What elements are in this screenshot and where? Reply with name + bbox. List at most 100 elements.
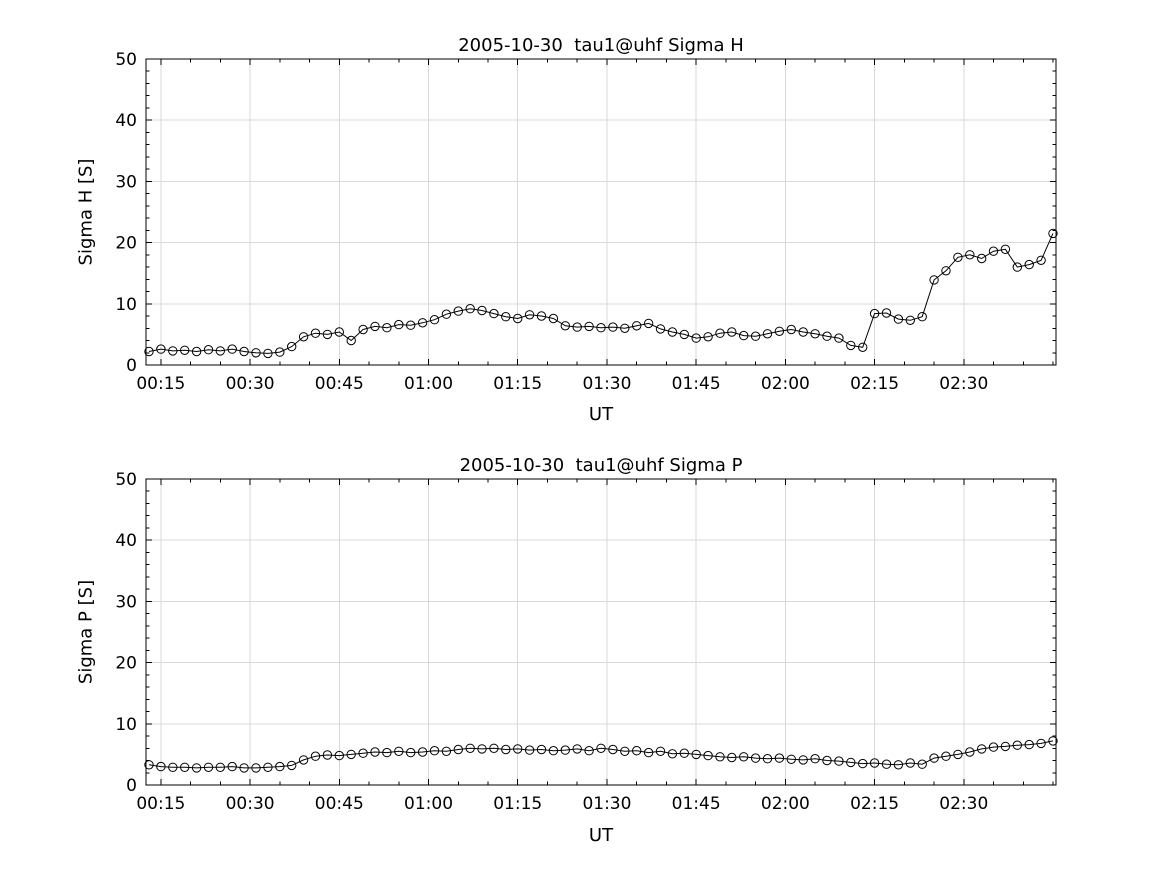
data-point-marker	[774, 326, 785, 336]
x-tick-label: 01:15	[493, 794, 542, 814]
y-axis-label-sigma-p: Sigma P [S]	[75, 579, 97, 685]
data-point-marker	[370, 747, 380, 757]
data-point-marker	[988, 246, 999, 256]
data-point-marker	[239, 763, 249, 773]
x-tick-label: 01:00	[404, 794, 453, 814]
data-point-marker	[715, 328, 725, 338]
data-point-marker	[893, 314, 904, 324]
data-point-marker	[810, 754, 820, 764]
data-point-marker	[679, 329, 689, 340]
data-point-marker	[394, 746, 404, 756]
y-tick-label: 50	[115, 470, 137, 490]
data-point-marker	[834, 756, 844, 766]
data-point-marker	[1048, 736, 1058, 746]
data-point-marker	[203, 762, 214, 772]
data-point-marker	[334, 750, 344, 761]
data-point-marker	[394, 319, 404, 330]
data-point-marker	[917, 759, 927, 769]
data-point-marker	[953, 252, 963, 262]
data-point-marker	[965, 747, 975, 757]
data-point-marker	[417, 747, 428, 757]
data-point-marker	[1036, 738, 1046, 749]
data-point-marker	[501, 744, 511, 755]
data-point-marker	[691, 749, 701, 760]
data-point-marker	[168, 346, 178, 356]
y-tick-label: 30	[115, 592, 137, 612]
y-tick-label: 10	[115, 715, 137, 735]
data-point-marker	[1036, 255, 1046, 265]
data-point-marker	[298, 755, 309, 765]
data-point-marker	[560, 745, 570, 755]
data-point-marker	[858, 758, 868, 769]
data-point-marker	[263, 348, 273, 359]
y-tick-label: 10	[115, 295, 137, 315]
data-point-marker	[846, 757, 856, 768]
data-point-marker	[881, 759, 892, 769]
data-point-marker	[572, 322, 582, 332]
data-point-marker	[358, 324, 368, 335]
data-point-marker	[465, 743, 475, 753]
x-tick-label: 01:00	[404, 374, 453, 394]
y-tick-label: 50	[115, 50, 137, 70]
y-tick-label: 0	[126, 776, 137, 796]
data-point-marker	[180, 762, 190, 772]
data-point-marker	[881, 308, 892, 318]
data-point-marker	[822, 755, 832, 766]
y-tick-label: 40	[115, 531, 137, 551]
y-tick-label: 20	[115, 234, 137, 254]
data-point-marker	[536, 744, 547, 755]
data-point-marker	[453, 744, 463, 755]
data-point-marker	[1048, 228, 1058, 239]
data-point-marker	[655, 324, 666, 334]
data-point-marker	[441, 309, 452, 319]
axes-box	[145, 58, 1057, 366]
data-point-marker	[929, 753, 939, 763]
data-point-marker	[941, 266, 951, 276]
data-point-marker	[739, 752, 749, 762]
data-point-marker	[1000, 741, 1011, 752]
data-point-marker	[203, 345, 214, 355]
data-point-marker	[275, 761, 285, 772]
data-point-marker	[798, 327, 808, 337]
data-point-marker	[156, 761, 166, 772]
y-tick-label: 40	[115, 111, 137, 131]
data-point-marker	[834, 333, 844, 343]
data-point-marker	[786, 754, 796, 764]
data-point-marker	[334, 327, 344, 337]
data-point-marker	[893, 760, 904, 770]
data-point-marker	[703, 332, 713, 342]
data-point-marker	[643, 747, 654, 758]
data-point-marker	[977, 744, 987, 754]
data-point-marker	[239, 346, 249, 357]
data-point-marker	[251, 348, 261, 358]
data-point-marker	[227, 344, 237, 354]
data-point-marker	[869, 308, 880, 319]
x-tick-label: 02:30	[939, 374, 988, 394]
data-point-marker	[691, 333, 701, 343]
data-point-marker	[798, 755, 808, 765]
data-point-marker	[750, 331, 761, 341]
x-tick-label: 01:30	[582, 374, 631, 394]
data-point-marker	[977, 253, 987, 264]
data-line	[148, 233, 1054, 354]
x-axis-label-ut-bottom: UT	[588, 825, 614, 846]
data-point-marker	[786, 324, 796, 335]
data-point-marker	[346, 335, 356, 346]
data-point-marker	[465, 304, 475, 314]
data-point-marker	[1024, 259, 1034, 270]
data-point-marker	[632, 321, 642, 331]
data-point-marker	[810, 329, 820, 339]
data-point-marker	[988, 742, 999, 752]
data-point-marker	[739, 330, 749, 341]
data-point-marker	[477, 744, 487, 754]
x-tick-label: 00:15	[136, 374, 185, 394]
data-point-marker	[322, 750, 333, 760]
data-point-marker	[168, 762, 178, 772]
data-point-marker	[548, 313, 559, 324]
y-tick-label: 0	[126, 356, 137, 376]
data-point-marker	[608, 744, 618, 755]
data-point-marker	[144, 346, 154, 357]
data-point-marker	[382, 747, 392, 758]
x-tick-label: 02:15	[850, 374, 899, 394]
